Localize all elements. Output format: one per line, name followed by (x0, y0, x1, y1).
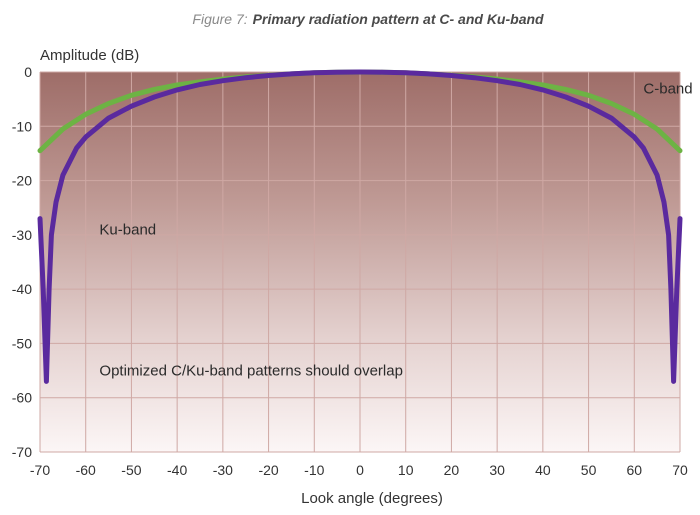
annotation-label: C-band (643, 80, 692, 97)
x-tick-label: -10 (304, 462, 324, 478)
annotation-label: Optimized C/Ku-band patterns should over… (99, 363, 403, 380)
x-tick-label: -30 (213, 462, 233, 478)
y-tick-label: -30 (12, 227, 32, 243)
y-tick-label: -20 (12, 173, 32, 189)
figure-caption: Figure 7: Primary radiation pattern at C-… (192, 11, 544, 27)
y-tick-labels: 0 -10 -20 -30 -40 -50 -60 -70 (12, 64, 32, 460)
annotations: C-band Ku-band Optimized C/Ku-band pattern… (99, 80, 692, 379)
x-tick-label: 50 (581, 462, 597, 478)
x-tick-label: 30 (489, 462, 505, 478)
y-tick-label: 0 (24, 64, 32, 80)
x-tick-label: 70 (672, 462, 688, 478)
x-tick-label: -40 (167, 462, 187, 478)
x-tick-label: -20 (258, 462, 278, 478)
y-tick-label: -70 (12, 444, 32, 460)
x-tick-label: -70 (30, 462, 50, 478)
series-layer (37, 69, 683, 384)
x-axis-title: Look angle (degrees) (301, 490, 443, 507)
y-tick-label: -40 (12, 281, 32, 297)
y-axis-title: Amplitude (dB) (40, 47, 139, 64)
x-tick-label: 0 (356, 462, 364, 478)
x-tick-labels: -70 -60 -50 -40 -30 -20 -10 0 10 20 30 40 50 60 70 (30, 462, 688, 478)
x-tick-label: 60 (626, 462, 642, 478)
x-tick-label: 10 (398, 462, 414, 478)
x-tick-label: 40 (535, 462, 551, 478)
y-tick-label: -50 (12, 335, 32, 351)
figure-label: Figure 7: (192, 11, 247, 27)
x-tick-label: 20 (444, 462, 460, 478)
figure-title: Primary radiation pattern at C- and Ku-b… (253, 11, 544, 27)
x-tick-label: -60 (76, 462, 96, 478)
y-tick-label: -10 (12, 118, 32, 134)
annotation-label: Ku-band (99, 221, 156, 238)
series-line-ku-band (37, 69, 683, 384)
y-tick-label: -60 (12, 390, 32, 406)
x-tick-label: -50 (121, 462, 141, 478)
